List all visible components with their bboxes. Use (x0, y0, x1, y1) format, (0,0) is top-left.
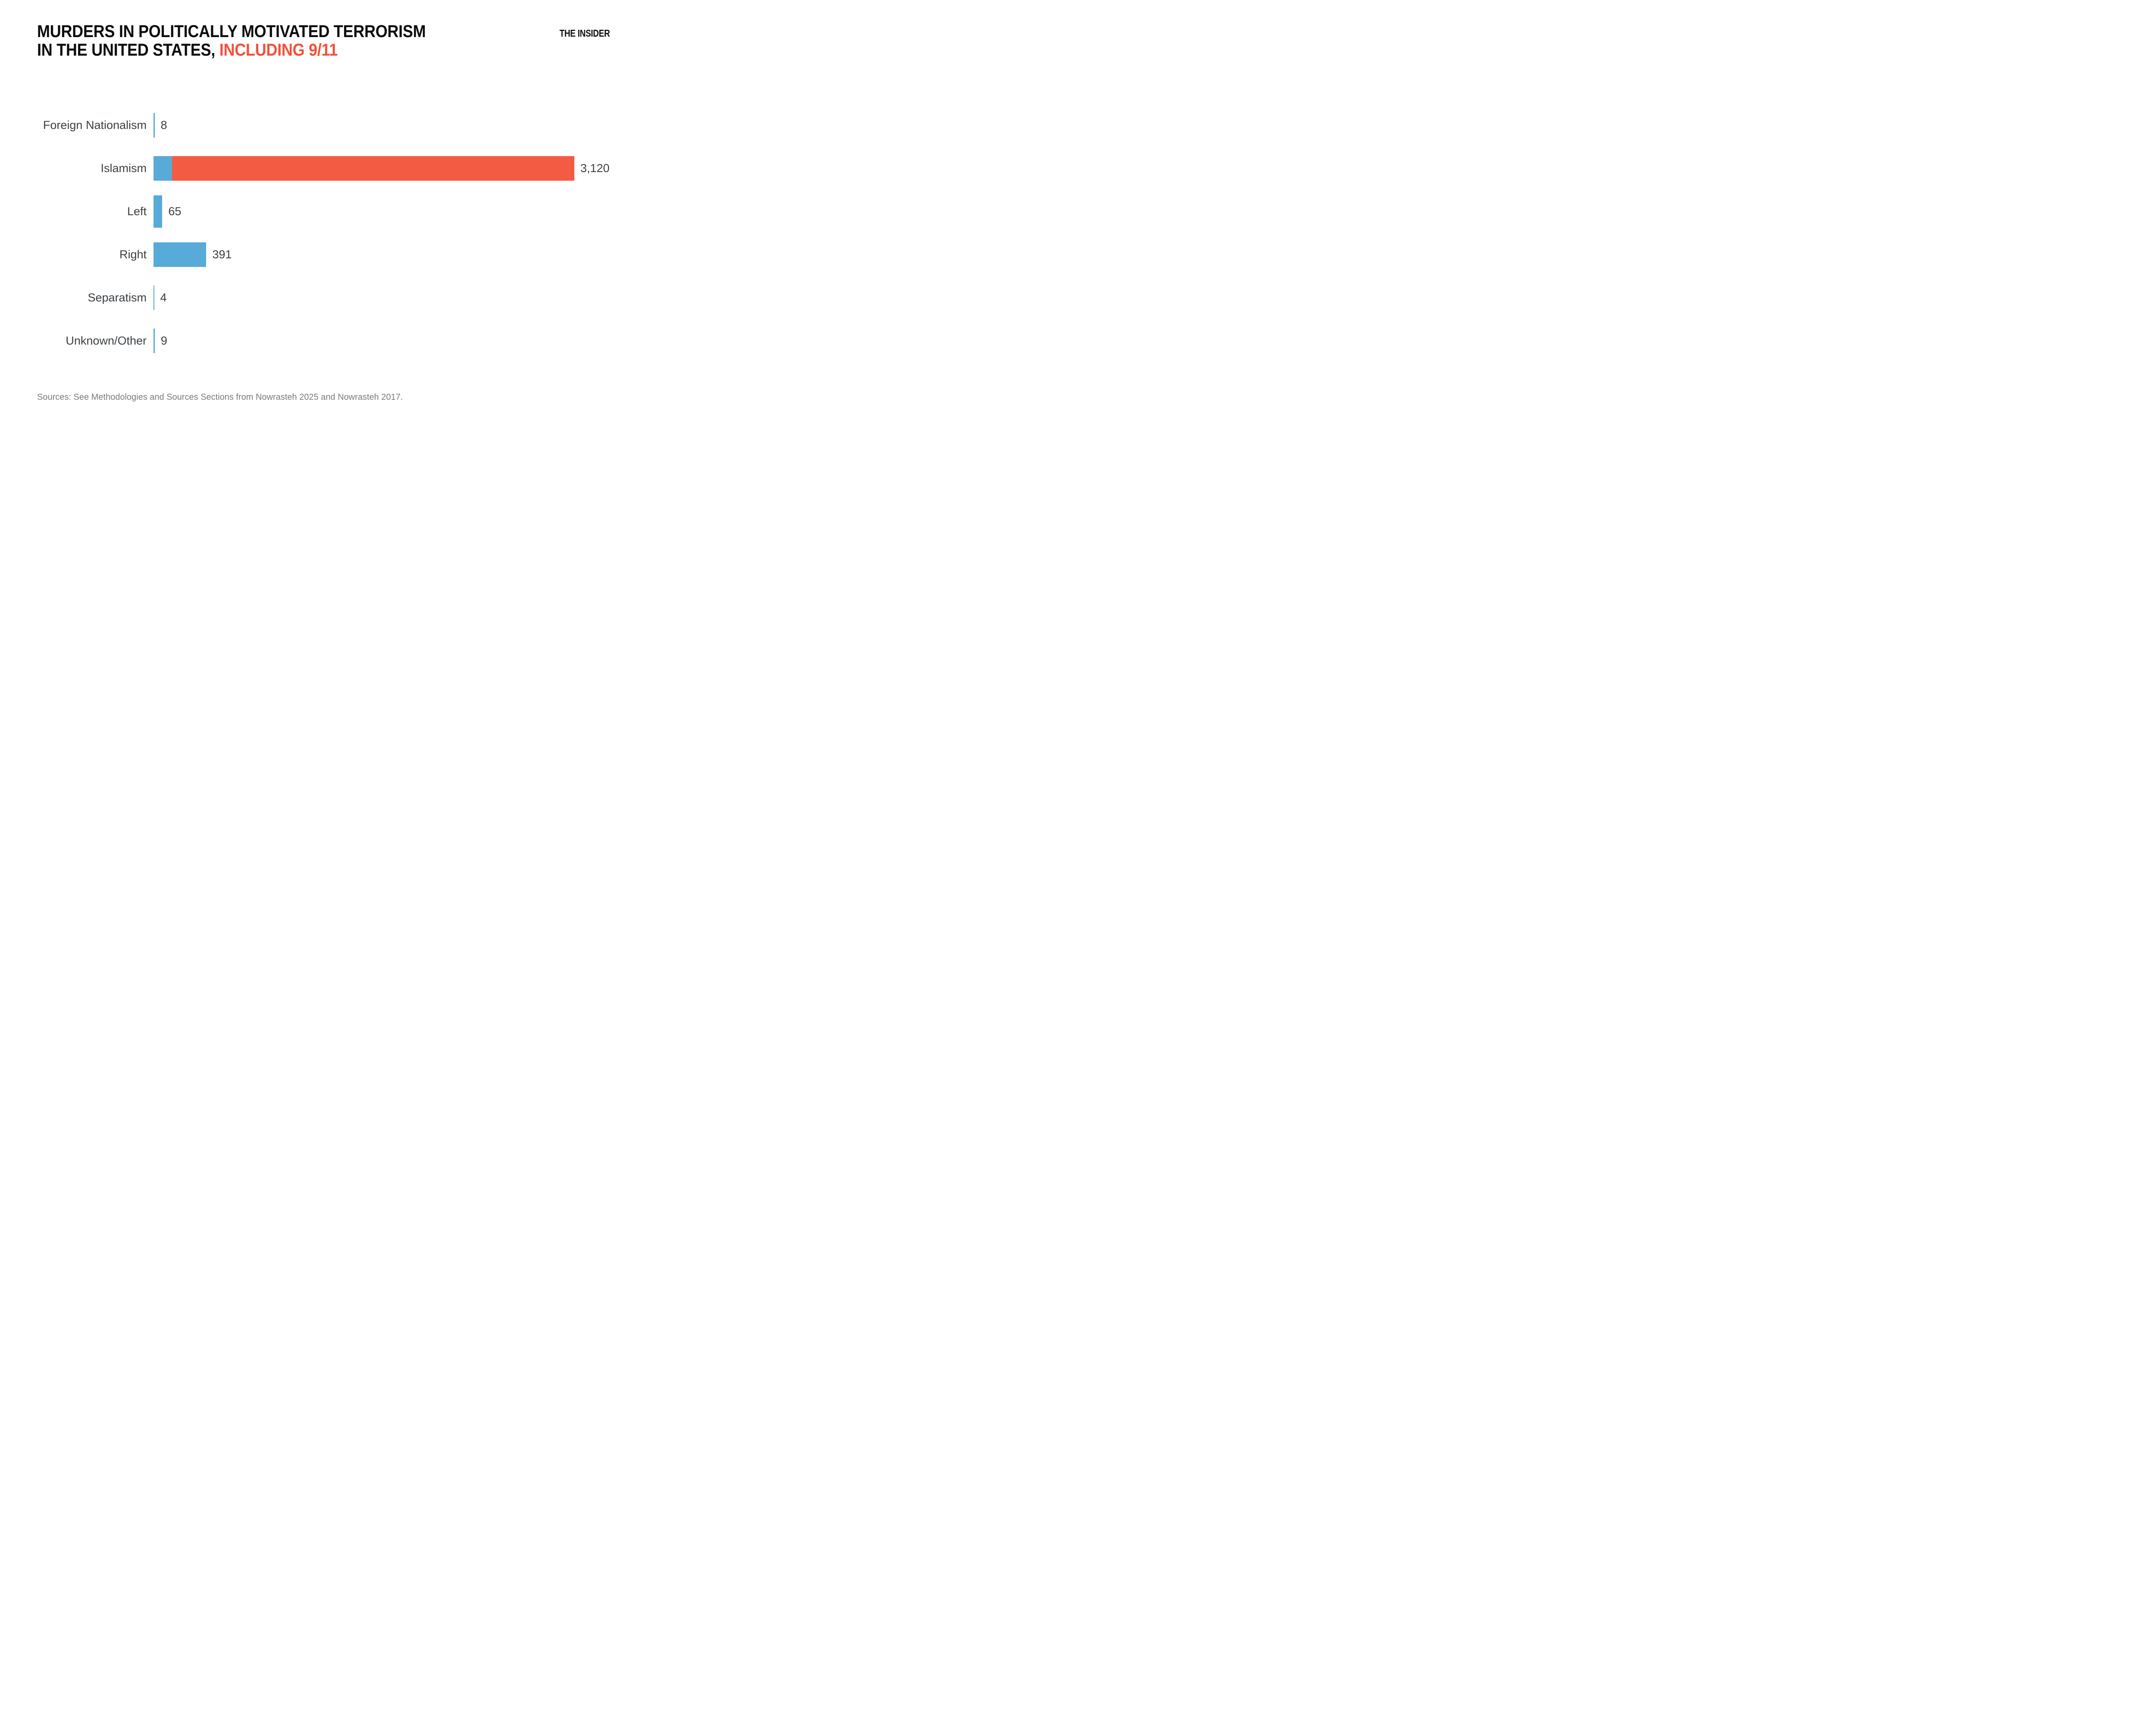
bar-segment-red (172, 156, 574, 181)
bar-left (154, 195, 163, 228)
bar-row: Islamism 3,120 (0, 147, 647, 190)
bar-track: 3,120 (154, 156, 647, 181)
title-line1: MURDERS IN POLITICALLY MOTIVATED TERRORI… (37, 22, 426, 41)
category-label: Right (119, 248, 147, 261)
bar-chart: Foreign Nationalism 8 Islamism 3,120 Left 65 R… (0, 104, 647, 362)
value-label: 8 (160, 118, 167, 132)
bar-track: 391 (154, 242, 647, 267)
category-label: Left (127, 204, 147, 218)
bar-segment-blue (154, 156, 172, 181)
category-label: Separatism (88, 291, 147, 304)
bar-unknown-other (154, 328, 155, 353)
infographic-canvas: MURDERS IN POLITICALLY MOTIVATED TERRORI… (0, 0, 647, 431)
category-label: Unknown/Other (66, 334, 147, 347)
bar-row: Left 65 (0, 190, 647, 233)
bar-right (154, 242, 207, 267)
bar-row: Separatism 4 (0, 276, 647, 319)
value-label: 391 (212, 248, 232, 261)
bar-track: 65 (154, 195, 647, 228)
value-label: 4 (160, 291, 167, 304)
bar-track: 4 (154, 285, 647, 310)
value-label: 65 (168, 204, 182, 218)
title-line2-red: INCLUDING 9/11 (219, 41, 338, 60)
bar-row: Unknown/Other 9 (0, 319, 647, 362)
value-label: 9 (160, 334, 167, 347)
bar-track: 9 (154, 328, 647, 353)
chart-title: MURDERS IN POLITICALLY MOTIVATED TERRORI… (37, 22, 426, 60)
value-label: 3,120 (580, 161, 610, 175)
bar-row: Foreign Nationalism 8 (0, 104, 647, 147)
category-label: Foreign Nationalism (43, 118, 147, 132)
sources-note: Sources: See Methodologies and Sources S… (37, 392, 403, 402)
bar-row: Right 391 (0, 233, 647, 276)
bar-islamism (154, 156, 574, 181)
title-line2-black: IN THE UNITED STATES, (37, 41, 219, 60)
category-label: Islamism (100, 161, 147, 175)
bar-foreign-nationalism (154, 113, 155, 138)
brand-logo: THE INSIDER (559, 28, 610, 39)
bar-track: 8 (154, 113, 647, 138)
